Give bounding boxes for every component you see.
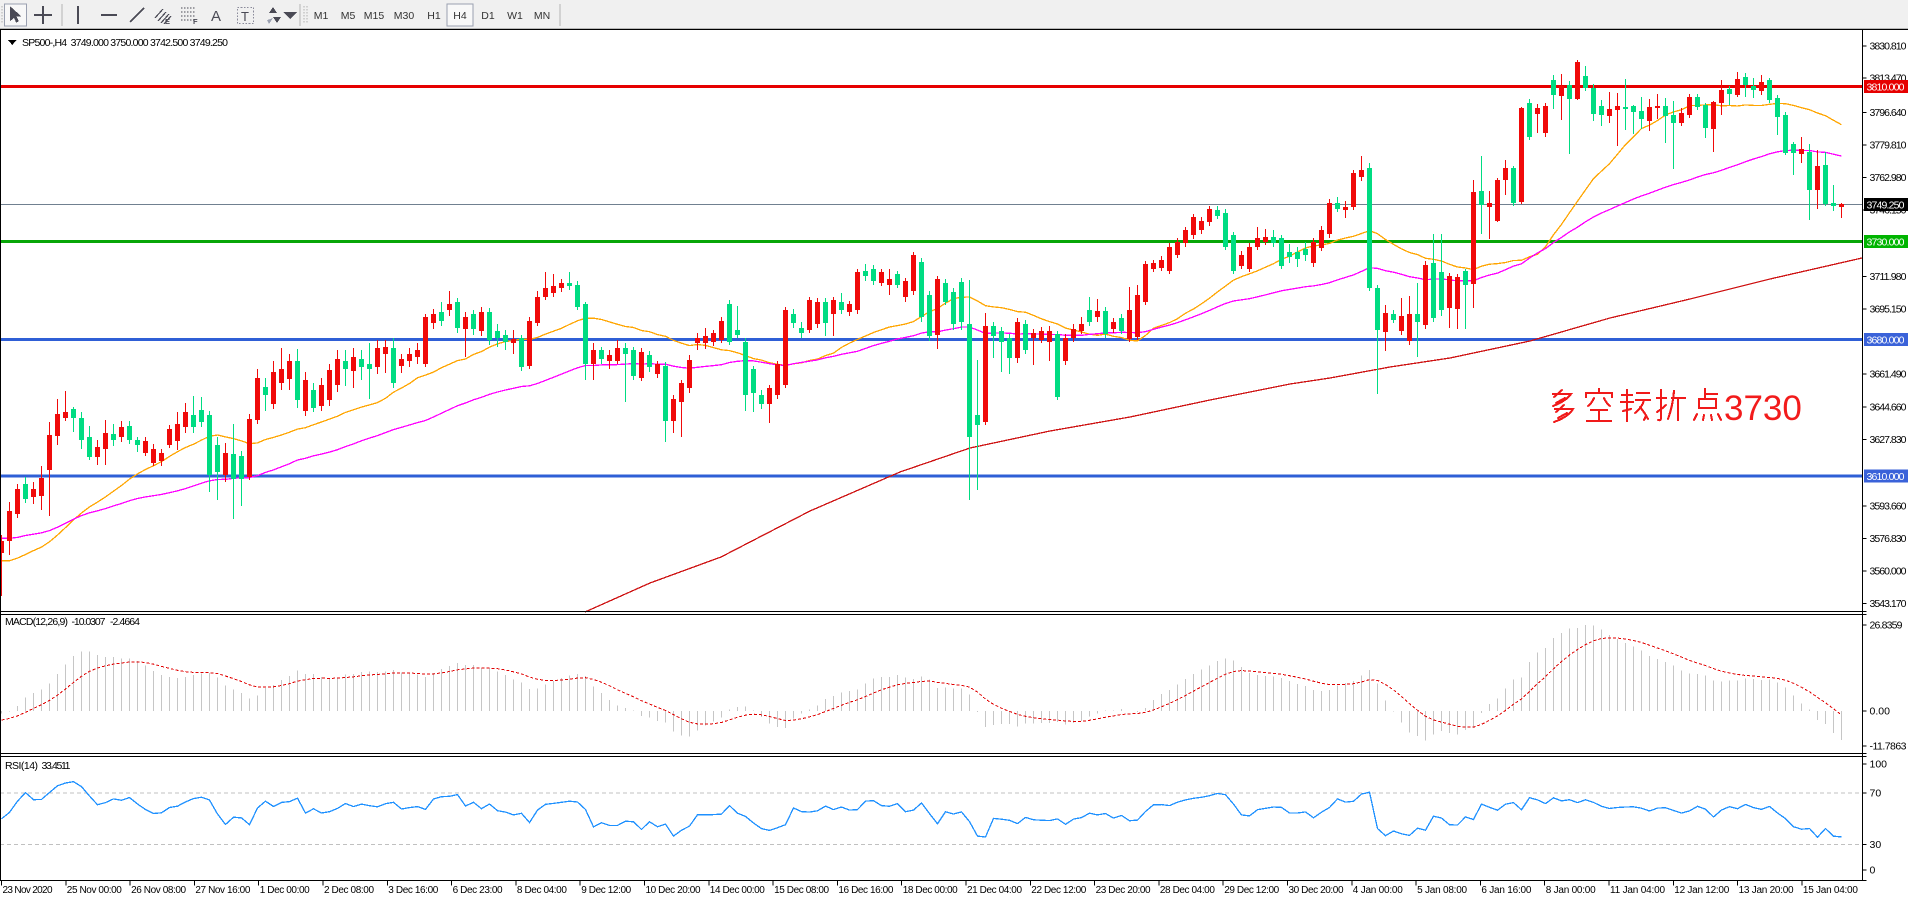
svg-text:3730: 3730 bbox=[1724, 389, 1802, 428]
svg-text:28 Dec 04:00: 28 Dec 04:00 bbox=[1160, 885, 1215, 896]
svg-text:12 Jan 12:00: 12 Jan 12:00 bbox=[1674, 885, 1729, 896]
svg-text:21 Dec 04:00: 21 Dec 04:00 bbox=[967, 885, 1022, 896]
svg-text:RSI(14): RSI(14) bbox=[5, 760, 38, 772]
svg-text:29 Dec 12:00: 29 Dec 12:00 bbox=[1224, 885, 1279, 896]
svg-text:8 Jan 00:00: 8 Jan 00:00 bbox=[1546, 885, 1596, 896]
svg-text:3576.830: 3576.830 bbox=[1870, 533, 1907, 545]
svg-text:3796.640: 3796.640 bbox=[1870, 107, 1907, 119]
svg-text:8 Dec 04:00: 8 Dec 04:00 bbox=[517, 885, 567, 896]
svg-text:13 Jan 20:00: 13 Jan 20:00 bbox=[1739, 885, 1794, 896]
svg-text:3627.830: 3627.830 bbox=[1870, 434, 1907, 446]
svg-text:0: 0 bbox=[1870, 865, 1876, 877]
svg-text:3762.980: 3762.980 bbox=[1870, 172, 1907, 184]
svg-text:25 Nov 00:00: 25 Nov 00:00 bbox=[67, 885, 122, 896]
svg-text:3 Dec 16:00: 3 Dec 16:00 bbox=[388, 885, 438, 896]
svg-text:3779.810: 3779.810 bbox=[1870, 140, 1907, 152]
svg-text:14 Dec 00:00: 14 Dec 00:00 bbox=[710, 885, 765, 896]
svg-text:3593.660: 3593.660 bbox=[1870, 500, 1907, 512]
svg-text:6 Jan 16:00: 6 Jan 16:00 bbox=[1481, 885, 1531, 896]
svg-text:T: T bbox=[241, 9, 249, 24]
svg-text:16 Dec 16:00: 16 Dec 16:00 bbox=[838, 885, 893, 896]
svg-text:3560.000: 3560.000 bbox=[1870, 566, 1907, 578]
svg-text:15 Dec 08:00: 15 Dec 08:00 bbox=[774, 885, 829, 896]
svg-text:H1: H1 bbox=[427, 10, 441, 22]
svg-text:100: 100 bbox=[1870, 759, 1888, 771]
svg-text:M1: M1 bbox=[314, 10, 329, 22]
svg-text:5 Jan 08:00: 5 Jan 08:00 bbox=[1417, 885, 1467, 896]
svg-text:SP500-,H4 3749.000 3750.000 3: SP500-,H4 3749.000 3750.000 3742.500 374… bbox=[22, 37, 228, 49]
svg-text:M5: M5 bbox=[341, 10, 356, 22]
svg-text:22 Dec 12:00: 22 Dec 12:00 bbox=[1031, 885, 1086, 896]
svg-text:3680.000: 3680.000 bbox=[1867, 335, 1905, 347]
svg-text:MACD(12,26,9): MACD(12,26,9) bbox=[5, 616, 68, 628]
svg-text:H4: H4 bbox=[453, 10, 467, 22]
svg-text:-10.0307: -10.0307 bbox=[72, 616, 106, 628]
svg-text:26.8359: 26.8359 bbox=[1870, 620, 1903, 632]
svg-text:0.00: 0.00 bbox=[1870, 706, 1891, 718]
svg-text:2 Dec 08:00: 2 Dec 08:00 bbox=[324, 885, 374, 896]
svg-text:33.4511: 33.4511 bbox=[42, 760, 71, 772]
svg-text:MN: MN bbox=[534, 10, 550, 22]
svg-text:4 Jan 00:00: 4 Jan 00:00 bbox=[1353, 885, 1403, 896]
svg-text:W1: W1 bbox=[507, 10, 523, 22]
svg-text:3830.810: 3830.810 bbox=[1870, 41, 1907, 53]
svg-text:10 Dec 20:00: 10 Dec 20:00 bbox=[646, 885, 701, 896]
svg-text:30 Dec 20:00: 30 Dec 20:00 bbox=[1289, 885, 1344, 896]
svg-text:M30: M30 bbox=[394, 10, 415, 22]
svg-text:M15: M15 bbox=[364, 10, 385, 22]
svg-text:3661.490: 3661.490 bbox=[1870, 369, 1907, 381]
svg-text:-11.7863: -11.7863 bbox=[1870, 741, 1907, 753]
svg-text:D1: D1 bbox=[481, 10, 495, 22]
svg-text:E: E bbox=[165, 17, 170, 26]
svg-text:3810.000: 3810.000 bbox=[1867, 82, 1905, 94]
svg-text:11 Jan 04:00: 11 Jan 04:00 bbox=[1610, 885, 1665, 896]
svg-text:18 Dec 00:00: 18 Dec 00:00 bbox=[903, 885, 958, 896]
svg-text:30: 30 bbox=[1870, 839, 1882, 851]
svg-text:3730.000: 3730.000 bbox=[1867, 237, 1905, 249]
svg-text:3711.980: 3711.980 bbox=[1870, 271, 1907, 283]
svg-text:-2.4664: -2.4664 bbox=[110, 616, 140, 628]
svg-text:23 Dec 20:00: 23 Dec 20:00 bbox=[1096, 885, 1151, 896]
svg-text:3543.170: 3543.170 bbox=[1870, 598, 1907, 610]
svg-text:23 Nov 2020: 23 Nov 2020 bbox=[3, 885, 53, 896]
svg-text:3644.660: 3644.660 bbox=[1870, 401, 1907, 413]
svg-text:3749.250: 3749.250 bbox=[1867, 200, 1905, 212]
svg-text:F: F bbox=[193, 17, 198, 26]
svg-text:27 Nov 16:00: 27 Nov 16:00 bbox=[195, 885, 250, 896]
svg-text:9 Dec 12:00: 9 Dec 12:00 bbox=[581, 885, 631, 896]
svg-text:6 Dec 23:00: 6 Dec 23:00 bbox=[453, 885, 503, 896]
svg-text:1 Dec 00:00: 1 Dec 00:00 bbox=[260, 885, 310, 896]
svg-text:26 Nov 08:00: 26 Nov 08:00 bbox=[131, 885, 186, 896]
svg-text:3695.150: 3695.150 bbox=[1870, 304, 1907, 316]
svg-text:3610.000: 3610.000 bbox=[1867, 471, 1905, 483]
svg-text:A: A bbox=[211, 8, 221, 25]
svg-text:15 Jan 04:00: 15 Jan 04:00 bbox=[1803, 885, 1858, 896]
svg-text:70: 70 bbox=[1870, 788, 1882, 800]
